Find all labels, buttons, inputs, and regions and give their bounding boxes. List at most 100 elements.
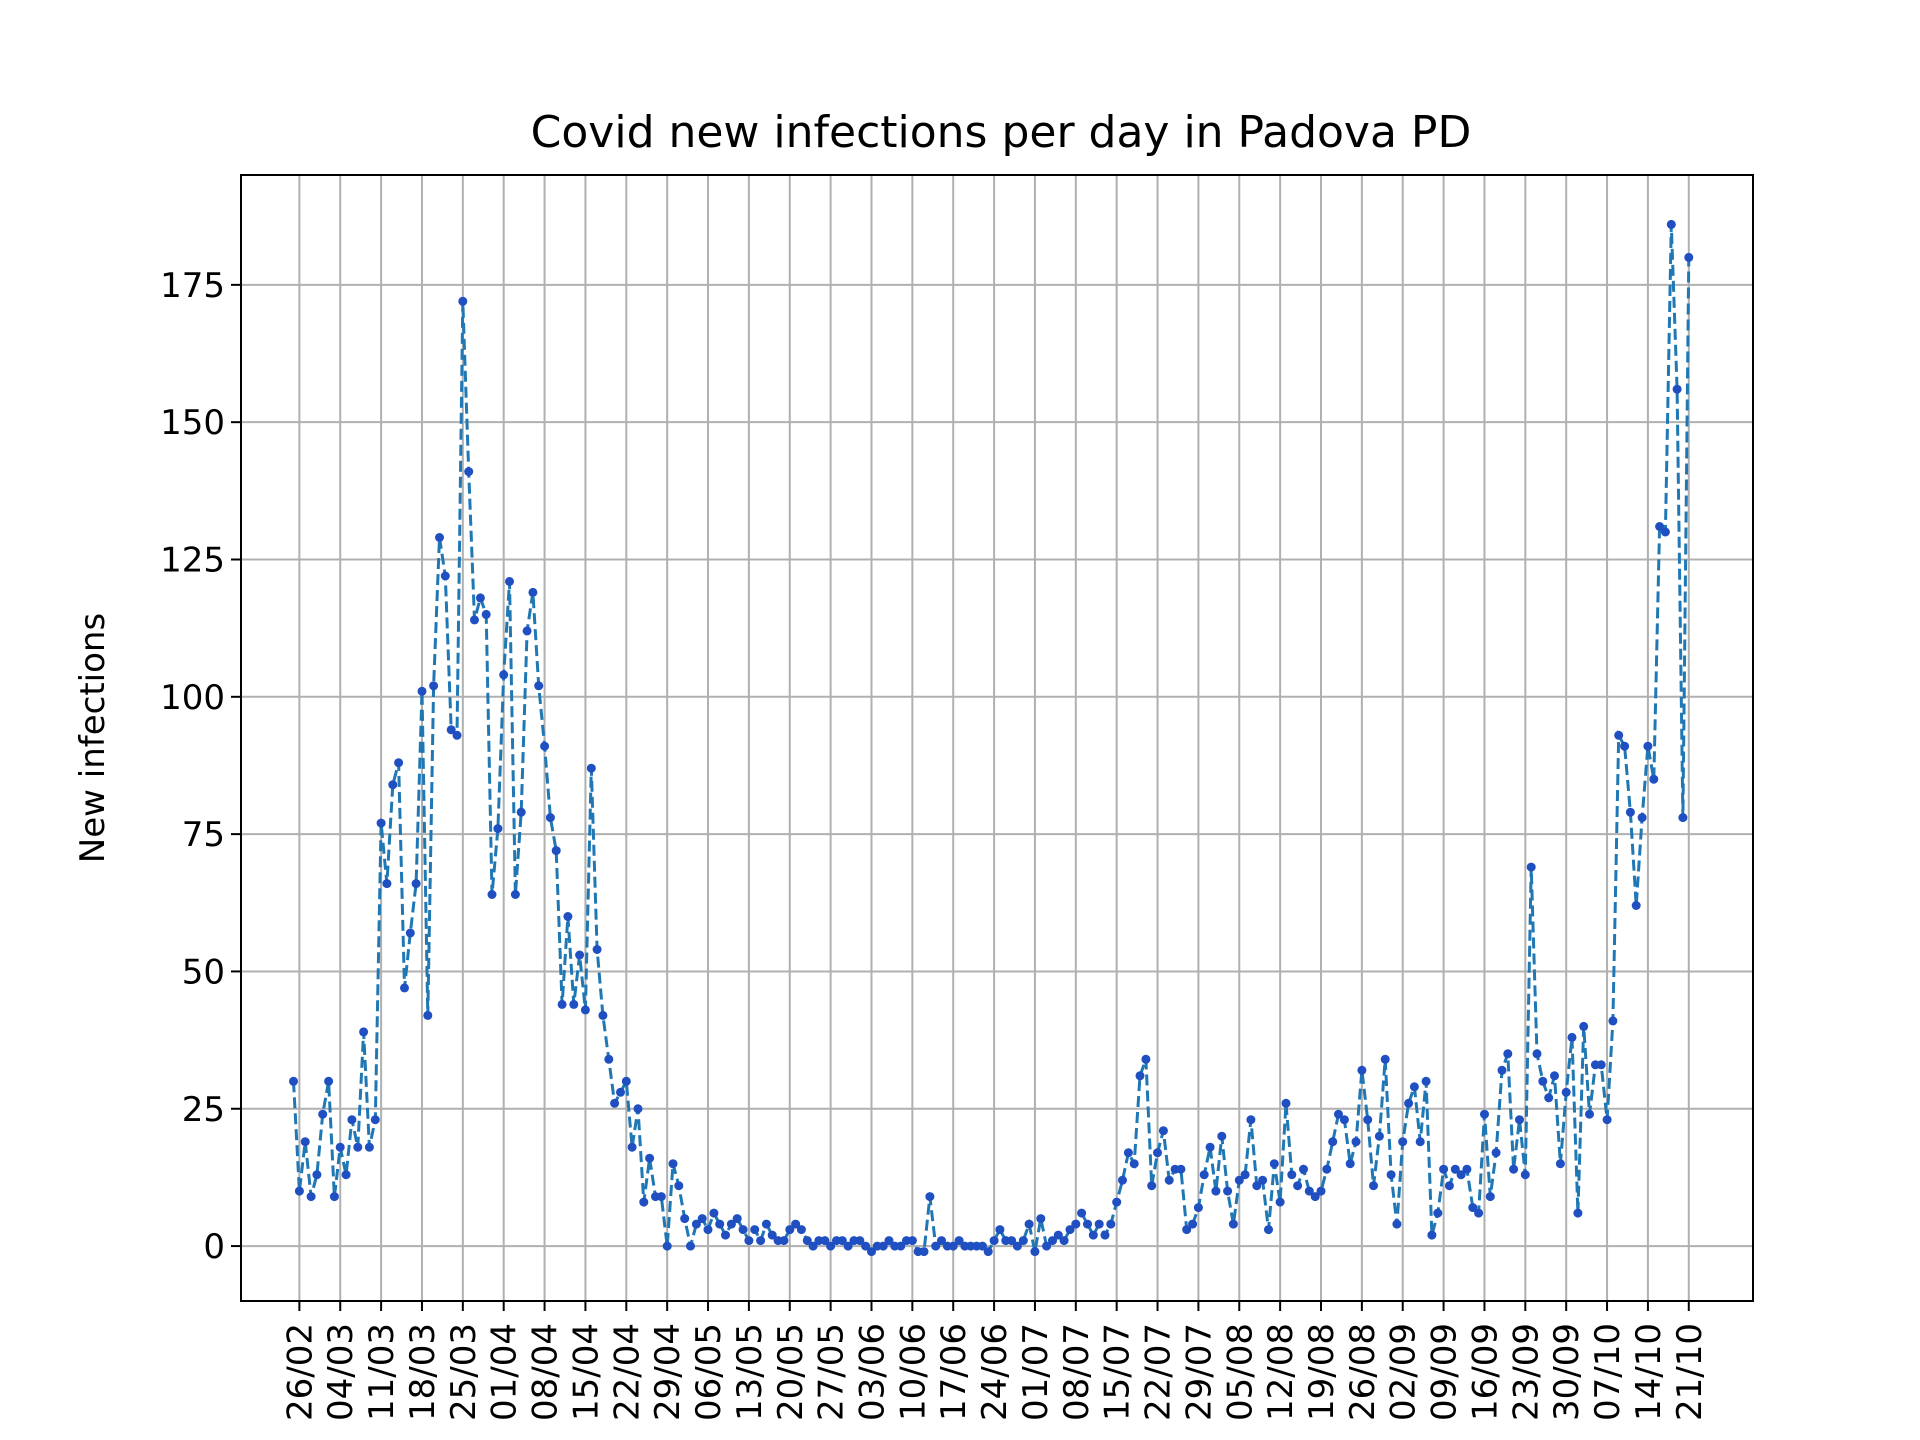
- data-point: [627, 1142, 637, 1152]
- data-point: [1660, 527, 1670, 537]
- data-point: [1555, 1159, 1565, 1169]
- data-point: [475, 593, 485, 603]
- data-point: [785, 1225, 795, 1235]
- data-point: [557, 999, 567, 1009]
- data-point: [1182, 1225, 1192, 1235]
- y-tick-label: 0: [203, 1227, 225, 1267]
- data-point: [1421, 1076, 1431, 1086]
- data-point: [931, 1241, 941, 1251]
- data-point: [867, 1247, 876, 1257]
- data-point: [680, 1214, 690, 1224]
- x-tick-label: 20/05: [771, 1323, 811, 1421]
- data-point: [1193, 1203, 1203, 1213]
- data-point: [732, 1214, 742, 1224]
- data-point: [1444, 1181, 1454, 1191]
- data-point: [896, 1241, 906, 1251]
- data-point: [1374, 1131, 1384, 1141]
- data-point: [1036, 1214, 1046, 1224]
- data-point: [464, 467, 474, 477]
- data-point: [1439, 1164, 1449, 1174]
- data-point: [1322, 1164, 1332, 1174]
- x-tick-label: 17/06: [934, 1323, 974, 1421]
- data-point: [1427, 1230, 1437, 1240]
- data-point: [1176, 1164, 1186, 1174]
- data-point: [808, 1241, 818, 1251]
- data-point: [616, 1087, 625, 1097]
- data-point: [586, 763, 596, 773]
- data-point: [510, 890, 520, 899]
- data-point: [820, 1236, 830, 1246]
- data-point: [1147, 1181, 1157, 1191]
- data-point: [1153, 1148, 1162, 1158]
- x-tick-label: 16/09: [1465, 1323, 1505, 1421]
- data-point: [493, 824, 503, 834]
- data-point: [1293, 1181, 1303, 1191]
- data-point: [791, 1219, 801, 1229]
- data-point: [1094, 1219, 1104, 1229]
- data-point: [353, 1142, 363, 1152]
- data-point: [925, 1192, 935, 1202]
- data-point: [522, 626, 532, 636]
- data-point: [470, 615, 479, 625]
- data-point: [1509, 1164, 1519, 1174]
- data-point: [1637, 813, 1647, 823]
- data-point: [1012, 1241, 1022, 1251]
- x-tick-label: 22/04: [607, 1323, 647, 1421]
- data-point: [1433, 1208, 1443, 1218]
- data-point: [440, 571, 450, 581]
- data-point: [1269, 1159, 1279, 1169]
- y-tick-label: 50: [182, 952, 225, 992]
- data-point: [1631, 901, 1641, 910]
- data-point: [1048, 1236, 1057, 1246]
- x-tick-label: 12/08: [1261, 1323, 1301, 1421]
- data-point: [1246, 1115, 1256, 1125]
- data-point: [686, 1241, 695, 1251]
- data-point: [1223, 1186, 1233, 1196]
- data-point: [1561, 1087, 1571, 1097]
- data-point: [1129, 1159, 1139, 1169]
- data-point: [1585, 1109, 1594, 1119]
- data-point: [621, 1076, 631, 1086]
- data-point: [645, 1153, 655, 1163]
- data-point: [1520, 1170, 1530, 1180]
- x-tick-label: 08/04: [526, 1323, 566, 1421]
- data-point: [1538, 1076, 1548, 1086]
- data-point: [400, 983, 409, 993]
- data-point: [744, 1236, 754, 1246]
- y-tick-label: 125: [160, 540, 225, 580]
- data-point: [1112, 1197, 1122, 1207]
- data-point: [347, 1115, 357, 1125]
- data-point: [341, 1170, 351, 1180]
- data-point: [796, 1225, 806, 1235]
- x-tick-label: 15/04: [566, 1323, 606, 1421]
- x-tick-label: 21/10: [1670, 1323, 1710, 1421]
- x-tick-label: 04/03: [321, 1323, 361, 1421]
- data-point: [1602, 1115, 1612, 1125]
- data-point: [726, 1219, 736, 1229]
- data-point: [884, 1236, 894, 1246]
- data-point: [1468, 1203, 1478, 1213]
- x-tick-label: 01/07: [1016, 1323, 1056, 1421]
- data-point: [1386, 1170, 1396, 1180]
- data-point: [1573, 1208, 1583, 1218]
- data-point: [1480, 1109, 1489, 1119]
- data-point: [335, 1142, 345, 1152]
- data-point: [1550, 1071, 1559, 1081]
- data-point: [1456, 1170, 1466, 1180]
- data-point: [1158, 1126, 1168, 1136]
- data-point: [1240, 1170, 1250, 1180]
- y-tick-label: 75: [182, 815, 225, 855]
- plot-frame: [240, 174, 1754, 1302]
- x-tick-label: 22/07: [1139, 1323, 1179, 1421]
- data-point: [1655, 522, 1665, 531]
- data-point: [610, 1098, 620, 1108]
- x-axis: 26/02 04/03 11/03 18/03 25/03 01/04 08/04 15/04…: [280, 1301, 1710, 1421]
- data-point: [312, 1170, 322, 1180]
- x-tick-label: 30/09: [1547, 1323, 1587, 1421]
- data-point: [878, 1241, 888, 1251]
- data-point: [715, 1219, 725, 1229]
- data-point: [1304, 1186, 1314, 1196]
- data-point: [575, 950, 585, 960]
- x-tick-label: 29/04: [648, 1323, 688, 1421]
